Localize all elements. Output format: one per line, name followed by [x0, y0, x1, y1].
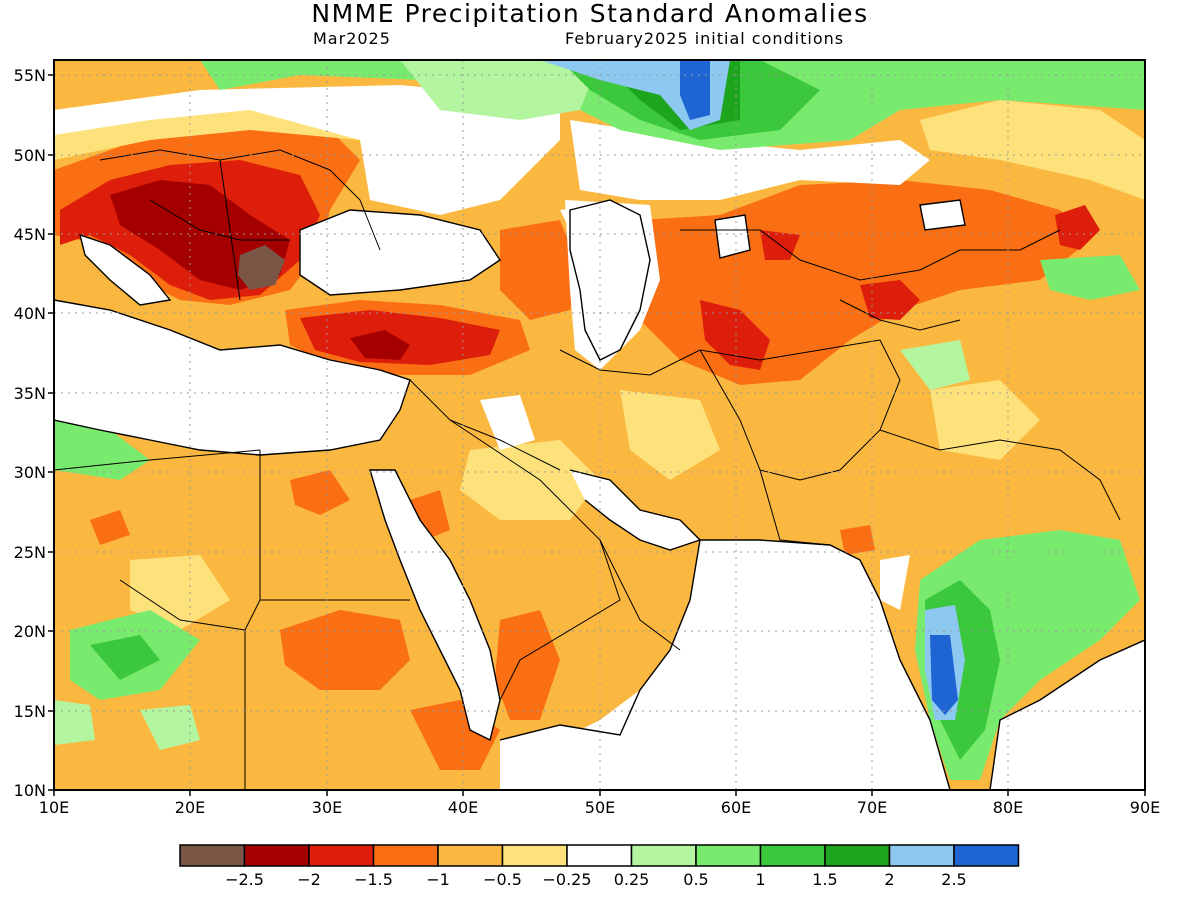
sea-aral — [715, 215, 750, 258]
colorbar-label: 1.5 — [812, 870, 838, 889]
map-title: NMME Precipitation Standard Anomalies — [311, 0, 869, 28]
graticule — [54, 60, 1145, 790]
colorbar-label: 0.25 — [613, 870, 650, 889]
colorbar-swatch — [630, 844, 697, 867]
colorbar-swatch — [824, 844, 891, 867]
anomaly-region-blue-india — [930, 635, 958, 715]
lat-label: 20N — [13, 622, 46, 641]
anomaly-region-green-himalaya — [900, 340, 970, 390]
anomaly-region-yellow-china — [920, 100, 1145, 200]
lat-label: 55N — [13, 66, 46, 85]
colorbar-swatch — [501, 844, 568, 867]
sea-bay-of-bengal — [990, 640, 1145, 790]
colorbar-label: 1 — [755, 870, 766, 889]
anomaly-region-yemen-orange — [495, 610, 560, 720]
anomaly-region-white-kazakh — [570, 120, 930, 200]
anomaly-region-egypt-orange — [290, 470, 350, 515]
colorbar-swatch — [179, 844, 246, 867]
colorbar-swatch — [308, 844, 375, 867]
axis-ticks — [48, 74, 1146, 796]
lat-label: 40N — [13, 304, 46, 323]
sea-black — [300, 210, 500, 295]
sea-caspian — [570, 200, 650, 360]
lat-label: 35N — [13, 384, 46, 403]
colorbar-swatch — [566, 844, 633, 867]
anomaly-region-caucasus-orange — [500, 220, 580, 320]
anomaly-region-saudi-orange — [410, 490, 450, 540]
lat-label: 30N — [13, 463, 46, 482]
anomaly-region-white-arabia — [480, 395, 535, 450]
anomaly-region-green-libya — [54, 420, 150, 480]
sea-arabian — [500, 540, 950, 790]
colorbar-label: 2 — [884, 870, 895, 889]
colorbar-swatch — [953, 844, 1020, 867]
anomaly-region-white-india — [880, 555, 910, 610]
sea-adriatic — [80, 235, 170, 305]
lon-label: 10E — [38, 798, 70, 817]
anomaly-region-lightgreen-sudan — [140, 705, 200, 750]
colorbar-swatch — [695, 844, 762, 867]
anomaly-region-green-sudanwest — [54, 700, 95, 745]
anomaly-region-lightgreen-russia — [400, 60, 600, 120]
colorbar-label: −1 — [426, 870, 450, 889]
anomaly-region-blue-russia — [680, 60, 710, 120]
colorbar-swatch — [372, 844, 439, 867]
colorbar-label: −0.5 — [483, 870, 522, 889]
lat-label: 50N — [13, 146, 46, 165]
colorbar-label: −0.25 — [542, 870, 592, 889]
lon-label: 70E — [856, 798, 888, 817]
colorbar-label: −2 — [297, 870, 321, 889]
lon-label: 90E — [1129, 798, 1161, 817]
colorbar-swatch — [888, 844, 955, 867]
lat-label: 45N — [13, 225, 46, 244]
initial-conditions: February2025 initial conditions — [565, 29, 845, 48]
colorbar-label: 2.5 — [941, 870, 967, 889]
lon-label: 20E — [174, 798, 206, 817]
sea-red — [370, 470, 500, 740]
anomaly-region-yellow-iran — [620, 390, 720, 480]
lon-label: 80E — [992, 798, 1024, 817]
colorbar-label: −1.5 — [354, 870, 393, 889]
colorbar-label: −2.5 — [225, 870, 264, 889]
anomaly-region-turkey-red — [300, 310, 500, 365]
lat-label: 10N — [13, 781, 46, 800]
lat-label: 15N — [13, 702, 46, 721]
anomaly-region-pakistan-orange — [840, 525, 875, 555]
anomaly-region-yellow-saudi — [460, 440, 600, 520]
sea-gulf-of-aden — [500, 725, 620, 790]
sea-mediterranean — [54, 300, 410, 455]
colorbar-swatch — [437, 844, 504, 867]
anomaly-region-yellow-sahara — [130, 555, 230, 630]
anomaly-region-romania-brown — [238, 245, 285, 290]
sea-balkhash — [920, 200, 965, 230]
anomaly-region-white-north — [54, 85, 560, 215]
lon-label: 30E — [311, 798, 343, 817]
anomaly-region-turkey-darkred — [350, 330, 410, 360]
anomaly-region-libya-orange — [90, 510, 130, 545]
anomaly-region-china-red — [1055, 205, 1100, 250]
anomaly-region-green2-chad — [90, 635, 160, 680]
lon-label: 60E — [720, 798, 752, 817]
forecast-month: Mar2025 — [313, 29, 391, 48]
colorbar-swatch — [759, 844, 826, 867]
anomaly-region-green-tibet — [1040, 255, 1140, 300]
anomaly-region-yellow-india — [930, 380, 1040, 460]
coastlines — [54, 199, 1145, 790]
anomaly-region-kyrgyz-red — [860, 280, 920, 320]
lon-label: 50E — [584, 798, 616, 817]
lat-label: 25N — [13, 543, 46, 562]
sea-persian-gulf — [570, 470, 700, 550]
lon-label: 40E — [447, 798, 479, 817]
anomaly-region-sudan-orange — [280, 610, 410, 690]
colorbar-swatch — [243, 844, 310, 867]
colorbar-label: 0.5 — [683, 870, 709, 889]
